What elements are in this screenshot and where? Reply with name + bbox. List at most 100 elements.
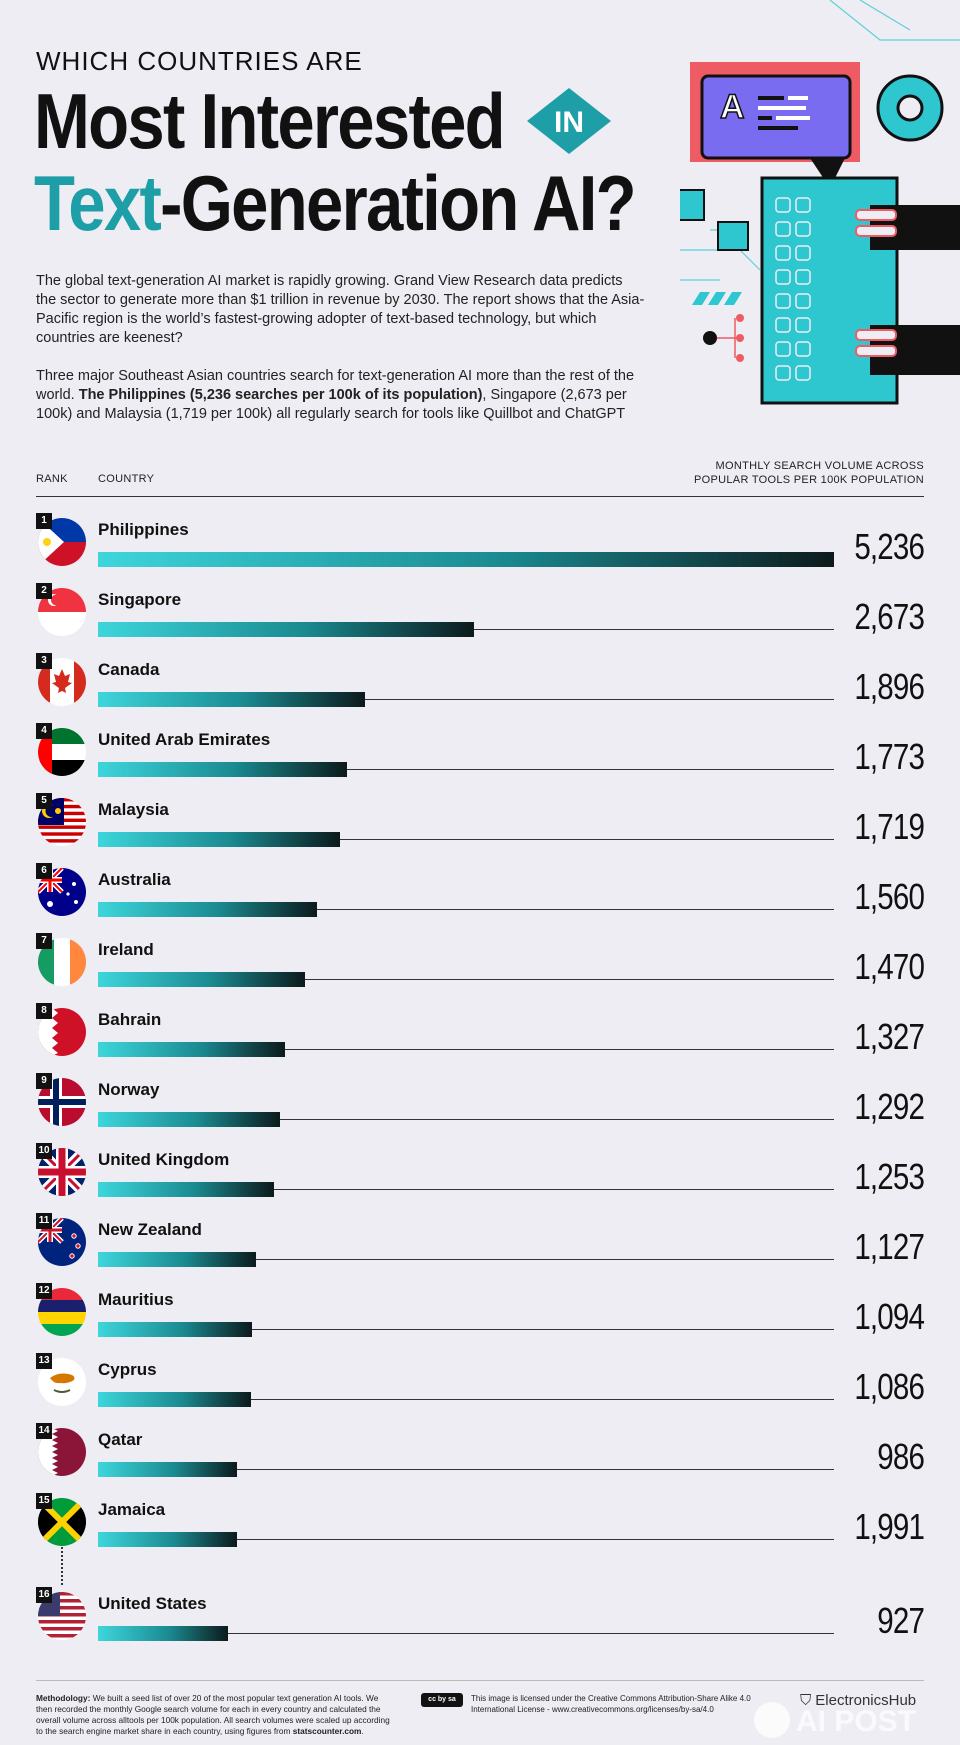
brand-logo: ⛉ ElectronicsHub — [800, 1692, 916, 1709]
value-label: 986 — [877, 1436, 925, 1477]
main-title-line1: Most Interested — [34, 82, 506, 160]
country-label: Qatar — [98, 1430, 143, 1449]
table-row: 2 Singapore 2,673 — [0, 578, 960, 642]
bar-track — [98, 1259, 834, 1260]
value-label: 1,292 — [854, 1086, 925, 1127]
table-row: 4 United Arab Emirates 1,773 — [0, 718, 960, 782]
column-header-country: COUNTRY — [98, 473, 155, 485]
methodology-label: Methodology: — [36, 1693, 91, 1703]
rank-badge: 7 — [36, 933, 52, 949]
watermark-text: AI POST — [796, 1705, 916, 1738]
value-label: 5,236 — [854, 526, 925, 567]
table-row: 8 Bahrain 1,327 — [0, 998, 960, 1062]
intro-p2-bold: The Philippines (5,236 searches per 100k… — [78, 387, 483, 403]
bar — [98, 1252, 256, 1267]
license-block: cc by sa This image is licensed under th… — [421, 1693, 751, 1715]
value-label: 1,086 — [854, 1366, 925, 1407]
country-label: United Kingdom — [98, 1150, 230, 1169]
country-label: Canada — [98, 660, 160, 679]
bar — [98, 1532, 237, 1547]
rank-badge: 9 — [36, 1073, 52, 1089]
rank-badge: 14 — [36, 1423, 52, 1439]
country-label: Bahrain — [98, 1010, 162, 1029]
intro-paragraph-1: The global text-generation AI market is … — [36, 273, 645, 346]
table-row: 15 Jamaica 1,991 — [0, 1488, 960, 1552]
bar — [98, 1392, 251, 1407]
rank-badge: 13 — [36, 1353, 52, 1369]
methodology-end: . — [361, 1726, 364, 1736]
bar — [98, 1322, 252, 1337]
bar — [98, 832, 340, 847]
table-row: 7 Ireland 1,470 — [0, 928, 960, 992]
australia-flag — [38, 868, 86, 916]
methodology-text: We built a seed list of over 20 of the m… — [36, 1693, 390, 1736]
methodology-source: statscounter.com — [292, 1726, 362, 1736]
main-title-line2: Text-Generation AI? — [34, 164, 637, 242]
country-label: Norway — [98, 1080, 160, 1099]
bar — [98, 1042, 285, 1057]
brand-name: ElectronicsHub — [815, 1692, 917, 1709]
bar-track — [98, 1119, 834, 1120]
bar — [98, 1626, 228, 1641]
table-row: 13 Cyprus 1,086 — [0, 1348, 960, 1412]
bar-track — [98, 839, 834, 840]
country-label: Singapore — [98, 590, 182, 609]
rank-badge: 1 — [36, 513, 52, 529]
value-label: 1,253 — [854, 1156, 925, 1197]
bar-track — [98, 979, 834, 980]
value-label: 2,673 — [854, 596, 925, 637]
bar-track — [98, 909, 834, 910]
rank-badge: 3 — [36, 653, 52, 669]
new-zealand-flag — [38, 1218, 86, 1266]
country-label: Jamaica — [98, 1500, 166, 1519]
header-divider — [36, 496, 924, 497]
metric-line-2: POPULAR TOOLS PER 100K POPULATION — [694, 474, 924, 486]
footer-divider — [36, 1680, 924, 1681]
rank-badge: 10 — [36, 1143, 52, 1159]
in-badge-text: IN — [554, 106, 584, 139]
bar-track — [98, 699, 834, 700]
bar-track — [98, 1469, 834, 1470]
table-row: 6 Australia 1,560 — [0, 858, 960, 922]
bar — [98, 1112, 280, 1127]
bar — [98, 552, 834, 567]
column-header-metric: MONTHLY SEARCH VOLUME ACROSS POPULAR TOOL… — [664, 459, 924, 487]
brand-shield-icon: ⛉ — [800, 1692, 812, 1709]
value-label: 1,773 — [854, 736, 925, 777]
in-badge-icon: IN — [525, 86, 613, 156]
rank-badge: 11 — [36, 1213, 52, 1229]
value-label: 1,094 — [854, 1296, 925, 1337]
metric-line-1: MONTHLY SEARCH VOLUME ACROSS — [715, 460, 924, 472]
bar — [98, 1462, 237, 1477]
rank-badge: 15 — [36, 1493, 52, 1509]
rank-badge: 6 — [36, 863, 52, 879]
title-text-1: Most Interested — [34, 77, 506, 165]
country-label: Mauritius — [98, 1290, 174, 1309]
title-accent-text: Text — [34, 159, 162, 247]
value-label: 1,127 — [854, 1226, 925, 1267]
bar — [98, 1182, 274, 1197]
rank-badge: 16 — [36, 1587, 52, 1603]
value-label: 927 — [877, 1600, 925, 1641]
bar-track — [98, 1049, 834, 1050]
value-label: 1,896 — [854, 666, 925, 707]
bar — [98, 692, 365, 707]
bar-track — [98, 1189, 834, 1190]
bar-track — [98, 1633, 834, 1634]
bar — [98, 622, 474, 637]
table-row: 3 Canada 1,896 — [0, 648, 960, 712]
intro-paragraph-2: Three major Southeast Asian countries se… — [36, 367, 646, 424]
table-row: 16 United States 927 — [0, 1582, 960, 1646]
bar-track — [98, 769, 834, 770]
table-row: 9 Norway 1,292 — [0, 1068, 960, 1132]
table-row: 12 Mauritius 1,094 — [0, 1278, 960, 1342]
canada-flag — [38, 658, 86, 706]
table-row: 10 United Kingdom 1,253 — [0, 1138, 960, 1202]
svg-text:A: A — [720, 88, 745, 126]
column-header-rank: RANK — [36, 473, 68, 485]
bar-track — [98, 1399, 834, 1400]
country-label: Ireland — [98, 940, 154, 959]
uae-flag — [38, 728, 86, 776]
bar-track — [98, 1329, 834, 1330]
value-label: 1,560 — [854, 876, 925, 917]
